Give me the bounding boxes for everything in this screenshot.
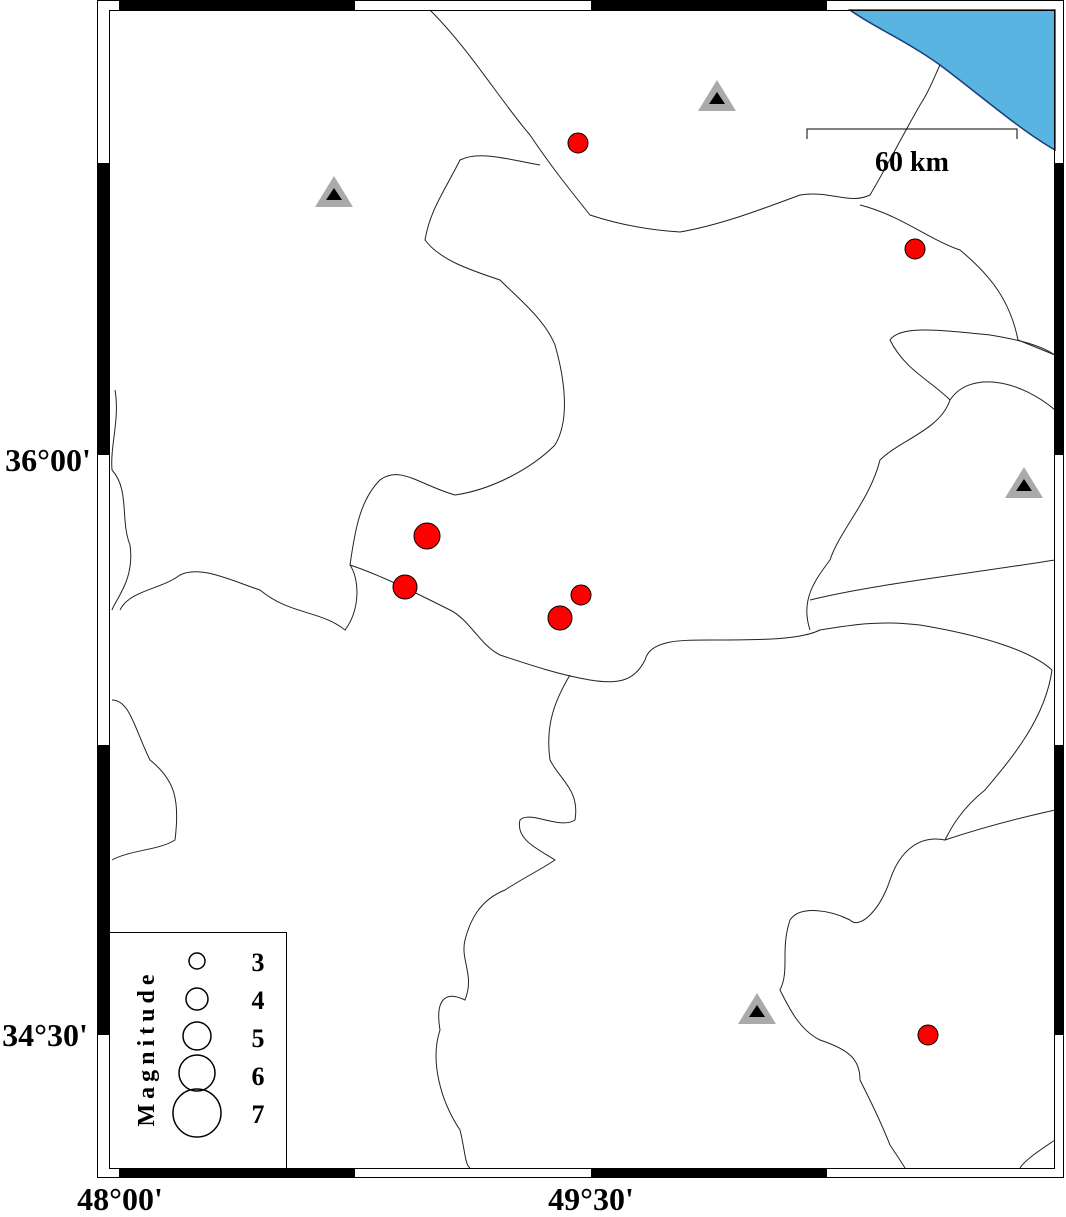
events: [392, 132, 939, 1046]
x-label: 49°30': [548, 1181, 634, 1217]
scale-label: 60 km: [875, 147, 949, 178]
event: [413, 522, 441, 550]
station: [315, 176, 353, 207]
event: [547, 605, 573, 631]
event: [567, 132, 589, 154]
y-label: 36°00': [5, 442, 91, 478]
frame: [97, 0, 1064, 1178]
legend-label: 6: [252, 1062, 265, 1091]
event: [904, 238, 926, 260]
stations: [315, 80, 1043, 1024]
legend-label: 3: [252, 948, 265, 977]
legend: Magnitude 3 4 5 6 7: [109, 932, 287, 1169]
legend-label: 4: [252, 986, 265, 1015]
x-label: 48°00': [77, 1181, 163, 1217]
legend-title: Magnitude: [134, 969, 160, 1126]
event: [392, 574, 418, 600]
event: [917, 1024, 939, 1046]
station: [698, 80, 736, 111]
station: [738, 993, 776, 1024]
scale-bar: 60 km: [806, 128, 1018, 178]
event: [570, 584, 592, 606]
boundaries: [111, 9, 1056, 1169]
legend-label: 7: [252, 1100, 265, 1129]
y-label: 34°30': [2, 1017, 88, 1053]
station: [1005, 467, 1043, 498]
legend-label: 5: [252, 1024, 265, 1053]
sea: [847, 9, 1056, 152]
